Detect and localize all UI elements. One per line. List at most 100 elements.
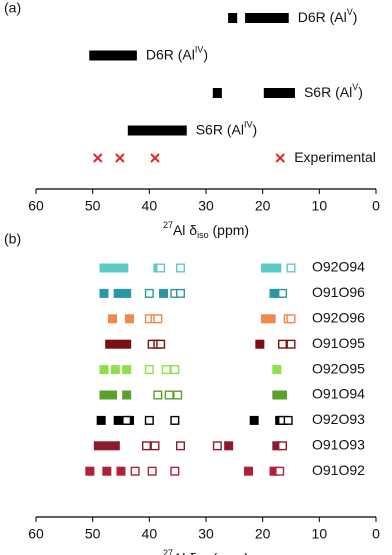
open-marker (278, 288, 288, 298)
filled-marker (102, 466, 112, 476)
filled-marker (266, 263, 276, 273)
x-tick-label: 20 (255, 526, 271, 542)
row-label: O91O94 (312, 386, 365, 402)
filled-marker (110, 441, 120, 451)
text-part: IV (244, 120, 253, 130)
open-marker (170, 415, 180, 425)
filled-marker (99, 263, 109, 273)
experimental-marker (93, 153, 103, 163)
open-marker (286, 263, 296, 273)
filled-marker (93, 441, 103, 451)
row-label: O91O96 (312, 284, 365, 300)
filled-marker (105, 339, 115, 349)
filled-marker (272, 390, 282, 400)
range-bar (127, 125, 187, 136)
open-marker (175, 288, 185, 298)
x-tick-label: 10 (312, 526, 328, 542)
open-marker (170, 365, 180, 375)
x-tick-label: 20 (255, 198, 271, 214)
filled-marker (110, 365, 120, 375)
experimental-label: Experimental (294, 149, 376, 165)
panel-label: (a) (4, 0, 21, 16)
open-marker (278, 339, 288, 349)
row-label: O91O95 (312, 335, 365, 351)
filled-marker (85, 466, 95, 476)
filled-marker (224, 441, 234, 451)
filled-marker (266, 314, 276, 324)
text-part: iso (197, 230, 209, 240)
open-marker (275, 466, 285, 476)
open-marker (175, 263, 185, 273)
row-label: S6R (AlV) (304, 82, 363, 99)
text-part: V (347, 7, 353, 17)
filled-marker (119, 263, 129, 273)
text-part: Experimental (294, 149, 376, 165)
row-label: O92O94 (312, 259, 365, 275)
range-bar (263, 88, 295, 98)
open-marker (122, 415, 132, 425)
text-part: ) (353, 9, 358, 25)
text-part: ) (252, 121, 257, 137)
open-marker (153, 390, 163, 400)
row-label: O92O95 (312, 360, 365, 376)
x-tick-label: 50 (85, 198, 101, 214)
text-part: D6R (Al (146, 46, 195, 62)
open-marker (278, 441, 288, 451)
filled-marker (269, 288, 279, 298)
open-marker (156, 339, 166, 349)
text-part: Al δ (173, 550, 197, 555)
open-marker (141, 441, 151, 451)
text-part: Al δ (173, 222, 197, 238)
filled-marker (272, 365, 282, 375)
filled-marker (99, 288, 109, 298)
text-part: D6R (Al (298, 9, 347, 25)
open-marker (164, 390, 174, 400)
row-label: O92O96 (312, 310, 365, 326)
filled-marker (261, 263, 270, 273)
text-part: S6R (Al (304, 84, 352, 100)
x-tick-label: 30 (198, 198, 214, 214)
filled-marker (99, 365, 109, 375)
text-part: IV (195, 45, 204, 55)
x-tick-label: 60 (28, 198, 44, 214)
x-tick-label: 40 (142, 198, 158, 214)
range-bar (245, 13, 289, 23)
x-axis-label: 27Al δiso (ppm) (163, 220, 249, 240)
filled-marker (249, 415, 259, 425)
filled-marker (96, 415, 106, 425)
filled-marker (272, 441, 282, 451)
x-tick-label: 40 (142, 526, 158, 542)
text-part: ) (358, 84, 363, 100)
open-marker (144, 415, 154, 425)
filled-marker (278, 390, 287, 400)
open-marker (156, 263, 166, 273)
filled-marker (108, 390, 117, 400)
x-tick-label: 50 (85, 526, 101, 542)
x-tick-label: 60 (28, 526, 44, 542)
text-part: (ppm) (209, 550, 249, 555)
filled-marker (269, 466, 279, 476)
x-tick-label: 0 (372, 198, 380, 214)
open-marker (170, 466, 180, 476)
experimental-marker (150, 153, 160, 163)
open-marker (161, 365, 171, 375)
filled-marker (122, 339, 132, 349)
row-label: S6R (AlIV) (196, 120, 257, 137)
filled-marker (116, 466, 126, 476)
open-marker (175, 441, 185, 451)
text-part: 27 (163, 548, 173, 555)
text-part: ) (203, 46, 208, 62)
panel-label: (b) (4, 231, 21, 247)
text-part: S6R (Al (196, 121, 244, 137)
text-part: (ppm) (209, 222, 249, 238)
open-marker (144, 365, 154, 375)
filled-marker (159, 288, 168, 298)
filled-marker (244, 466, 253, 476)
row-label: O91O93 (312, 437, 365, 453)
filled-marker (113, 288, 123, 298)
filled-marker (113, 339, 123, 349)
filled-marker (99, 390, 109, 400)
range-bar (212, 88, 222, 98)
filled-marker (122, 390, 132, 400)
